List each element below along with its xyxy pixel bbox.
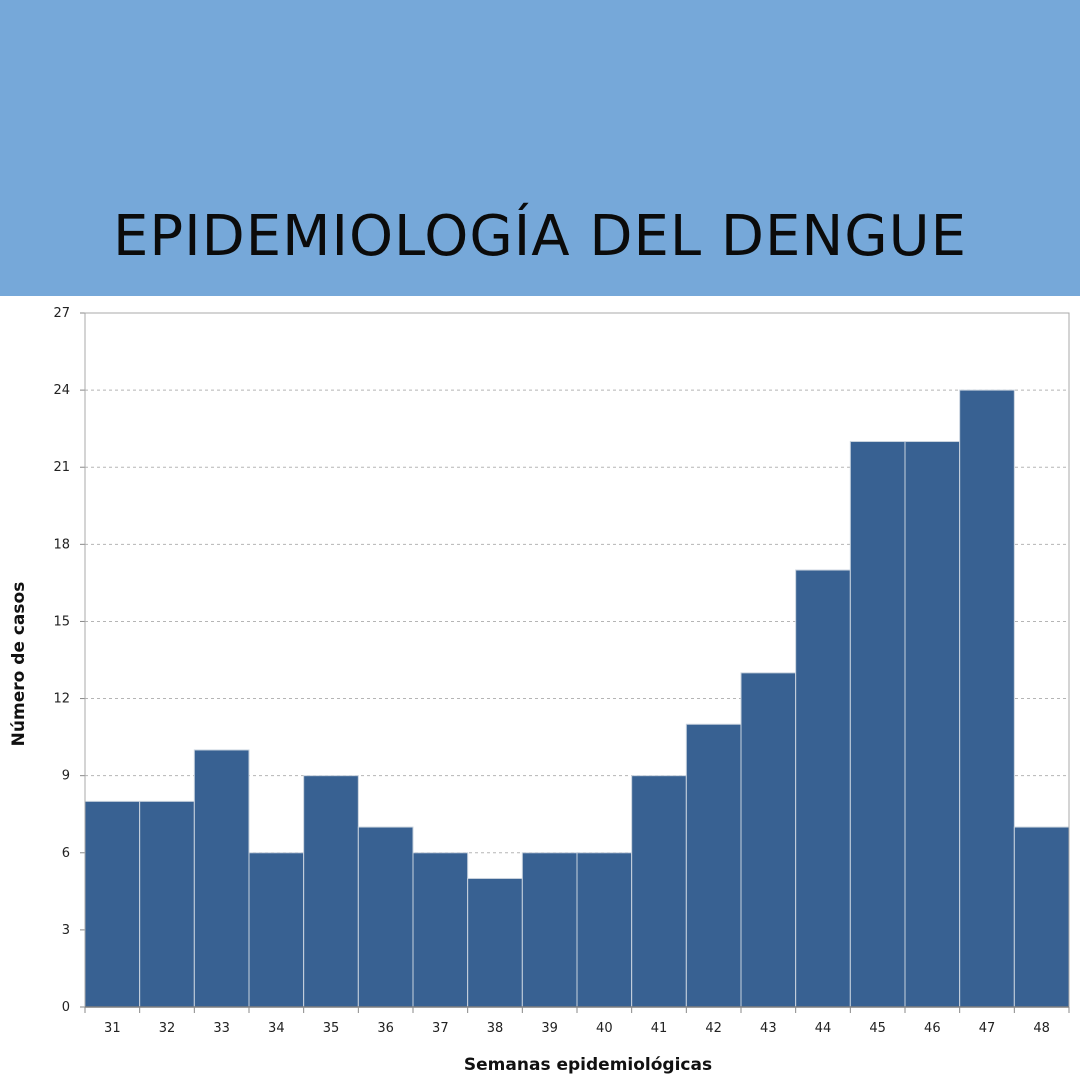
x-tick-label: 37: [432, 1021, 449, 1036]
x-tick-label: 41: [651, 1021, 668, 1036]
x-tick-label: 36: [377, 1021, 394, 1036]
y-tick-labels: 0 3 6 9 12 15 18 21 24 27: [53, 306, 70, 1015]
x-tick-label: 47: [979, 1021, 996, 1036]
y-tick-label: 24: [53, 383, 70, 398]
bar-week-33: [193, 749, 250, 1008]
bar-week-38: [467, 877, 523, 1008]
x-tick-label: 33: [213, 1021, 230, 1036]
x-tick-label: 32: [159, 1021, 176, 1036]
x-tick-label: 34: [268, 1021, 285, 1036]
bar-week-42: [685, 723, 742, 1008]
x-tick-label: 44: [815, 1021, 832, 1036]
bar-week-43: [740, 672, 797, 1008]
x-tick-label: 40: [596, 1021, 613, 1036]
bar-week-41: [631, 775, 687, 1008]
bar-week-34: [248, 852, 305, 1008]
bar-week-39: [521, 852, 578, 1008]
x-axis-label: Semanas epidemiológicas: [464, 1055, 712, 1075]
bar-week-47: [959, 389, 1015, 1008]
y-tick-label: 3: [62, 923, 70, 938]
y-tick-label: 21: [53, 460, 70, 475]
x-tick-label: 46: [924, 1021, 941, 1036]
y-tick-label: 27: [53, 306, 70, 321]
y-tick-label: 12: [53, 692, 70, 707]
y-tick-label: 6: [62, 846, 70, 861]
bar-week-35: [303, 775, 359, 1008]
y-tick-label: 15: [53, 614, 70, 629]
x-tick-label: 31: [104, 1021, 121, 1036]
x-tick-label: 35: [323, 1021, 340, 1036]
bar-week-36: [357, 826, 414, 1008]
bar-week-44: [795, 569, 851, 1008]
bar-week-48: [1013, 826, 1070, 1008]
bar-week-40: [576, 852, 633, 1008]
x-tick-label: 48: [1033, 1021, 1050, 1036]
axes: [80, 312, 1070, 1013]
y-tick-label: 18: [53, 537, 70, 552]
bar-week-31: [84, 800, 141, 1008]
title-banner: EPIDEMIOLOGÍA DEL DENGUE: [0, 0, 1080, 296]
x-tick-label: 45: [869, 1021, 886, 1036]
page-title: EPIDEMIOLOGÍA DEL DENGUE: [112, 204, 968, 269]
y-axis-label: Número de casos: [9, 582, 29, 747]
x-tick-label: 43: [760, 1021, 777, 1036]
x-tick-label: 38: [487, 1021, 504, 1036]
bars: [84, 389, 1070, 1008]
y-tick-label: 0: [62, 1000, 70, 1015]
x-tick-label: 39: [541, 1021, 558, 1036]
bar-week-32: [139, 800, 195, 1008]
bar-week-46: [904, 441, 961, 1008]
bar-week-37: [412, 852, 469, 1008]
x-tick-label: 42: [705, 1021, 722, 1036]
bar-week-45: [849, 441, 906, 1008]
y-tick-label: 9: [62, 769, 70, 784]
x-tick-labels: 31 32 33 34 35 36 37 38 39 40 41 42 43 44 45 46 47 48: [104, 1021, 1050, 1036]
